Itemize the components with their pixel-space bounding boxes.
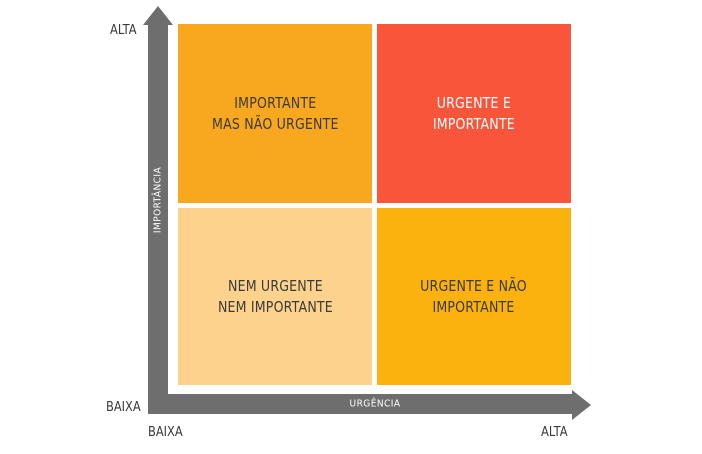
importance-axis: [148, 24, 168, 399]
importance-axis-arrow-icon: [143, 6, 173, 25]
quadrant-label: NEM URGENTE NEM IMPORTANTE: [217, 276, 333, 316]
quadrant-label: URGENTE E NÃO IMPORTANTE: [420, 276, 528, 316]
urgency-high-label: ALTA: [541, 425, 568, 440]
urgency-axis-title: URGÊNCIA: [349, 398, 401, 410]
quadrant-urgent-not-important: URGENTE E NÃO IMPORTANTE: [377, 208, 571, 385]
quadrant-urgent-important: URGENTE E IMPORTANTE: [377, 24, 571, 203]
quadrant-label: URGENTE E IMPORTANTE: [432, 93, 516, 133]
urgency-low-label: BAIXA: [148, 425, 183, 440]
importance-low-label: BAIXA: [106, 400, 141, 415]
importance-high-label: ALTA: [110, 23, 137, 38]
importance-axis-title: IMPORTÂNCIA: [152, 166, 164, 234]
quadrant-not-urgent-not-important: NEM URGENTE NEM IMPORTANTE: [178, 208, 372, 385]
quadrant-important-not-urgent: IMPORTANTE MAS NÃO URGENTE: [178, 24, 372, 203]
urgency-axis: [148, 394, 573, 414]
urgency-axis-arrow-icon: [572, 390, 591, 420]
quadrant-label: IMPORTANTE MAS NÃO URGENTE: [211, 93, 339, 133]
